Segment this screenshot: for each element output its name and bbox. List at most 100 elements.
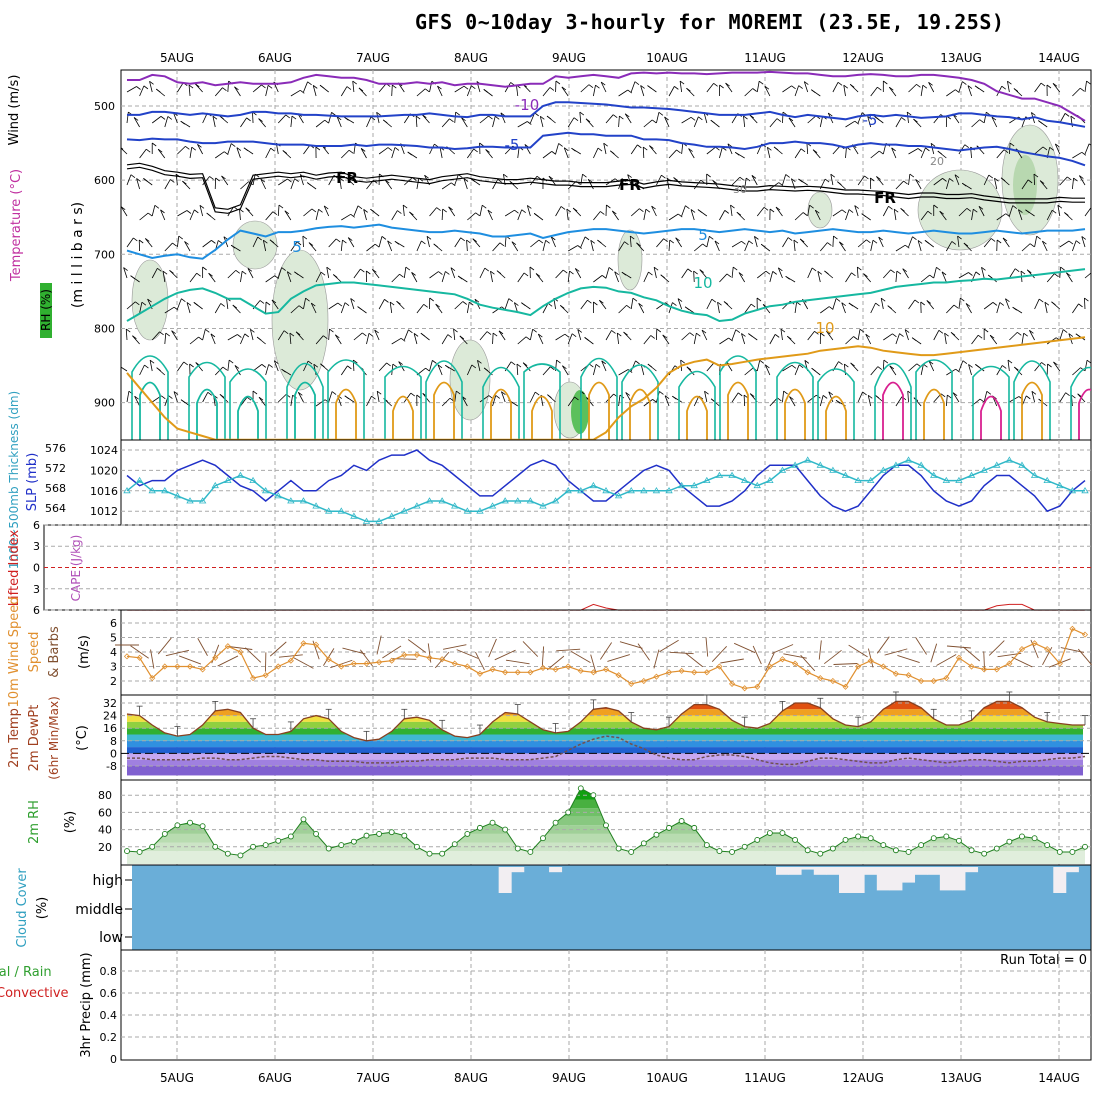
wind-barb [193,302,199,306]
wind-barb [908,299,916,310]
wind-barb [962,81,967,85]
wind-barb [743,116,746,128]
wind-barb [762,304,771,314]
temperature-contour-loop [188,361,226,440]
wind-barb [205,329,210,333]
wind-barb [392,363,398,368]
wind-barb [893,209,897,221]
wind-barb [517,272,525,283]
surface-wind-barb [930,643,938,663]
wind-barb [714,240,720,245]
wind-barb [955,368,960,373]
wind-barb [979,119,984,123]
wind-barb [727,143,733,148]
wind-barb [498,330,506,341]
wind-barb [968,364,972,376]
high-cloud-bar [1053,867,1067,893]
wind-barb [135,301,140,306]
wind-barb [1081,152,1087,156]
wind-barb [706,146,716,155]
wind-barb [1057,204,1063,209]
surface-wind-barb [165,649,190,657]
surface-wind-barb [293,657,314,669]
temperature-contour-loop [196,388,218,440]
wind-speed-marker [817,675,824,682]
wind-barb [772,271,777,275]
temp-tick-label: 8 [110,735,117,748]
wind-barb [303,360,309,372]
temperature-contour-loop [1021,381,1043,440]
wind-barb [344,302,350,306]
high-cloud-bar [851,867,865,893]
wind-barb [350,298,355,302]
wind-barb [788,117,794,122]
wind-barb [183,361,188,366]
wind-barb [221,175,226,180]
rh-marker [968,847,975,854]
surface-wind-barb [217,655,239,667]
wind-barb [281,368,286,373]
wind-barb [896,270,902,275]
cape-axis-label: CAPE (J/kg) [69,535,83,602]
wind-barb [845,272,852,283]
wind-barb [1044,302,1048,314]
wind-barb [376,111,381,116]
wind-barb [347,237,355,248]
wind-barb [368,332,374,337]
wind-barb [252,390,258,395]
wind-barb [459,335,465,340]
pressure-tick-label: 600 [94,174,115,187]
wind-barb [883,269,891,279]
wind-barb [1052,83,1061,93]
wind-barb [946,368,956,376]
wind-barb [337,302,343,307]
wind-barb [652,399,657,403]
wind-barb [516,85,519,97]
wind-barb [933,204,938,209]
wind-speed-marker [855,663,862,670]
wind-barb [315,335,324,345]
wind-barb [1084,143,1090,155]
wind-barb [1051,301,1056,306]
wind-barb [661,174,666,179]
surface-wind-barb [884,648,908,656]
wind-barb [501,391,506,395]
wind-barb [1002,237,1008,242]
slp-tick-label: 1024 [90,444,118,457]
wind-barb [933,178,943,186]
wind-barb [328,112,332,124]
wind-barb [134,395,139,400]
wind-barb [290,305,300,314]
wind-barb [429,143,435,155]
wind-barb [353,268,361,279]
wind-speed-marker [640,677,647,685]
wind-barb [1029,330,1035,341]
wind-barb [399,273,404,278]
wind-barb [435,303,443,314]
wind-barb [804,81,809,85]
wind-barb [1000,177,1006,182]
wind-barb [291,115,297,120]
wind-speed-marker [161,663,168,670]
wind-barb [782,111,784,124]
wind-barb [562,365,567,369]
wind-barb [882,206,889,217]
wind-speed-marker [476,670,484,677]
wind-speed-tick-label: 2 [110,675,117,688]
surface-wind-barb [619,641,643,649]
wind-barb [545,240,550,244]
wind-barb [143,178,148,182]
wind-barb [908,363,918,372]
wind-barb [782,85,792,93]
wind-barb [968,364,973,368]
wind-barb [653,267,657,279]
freezing-level-contour [126,162,1085,210]
wind-barb [1081,236,1086,248]
wind-barb [1034,236,1038,248]
wind-barb [372,269,377,273]
rh-marker [678,818,685,824]
wind-barb [600,211,605,215]
wind-barb [133,237,138,242]
high-cloud-bar [876,867,890,891]
thickness-marker [375,517,383,524]
